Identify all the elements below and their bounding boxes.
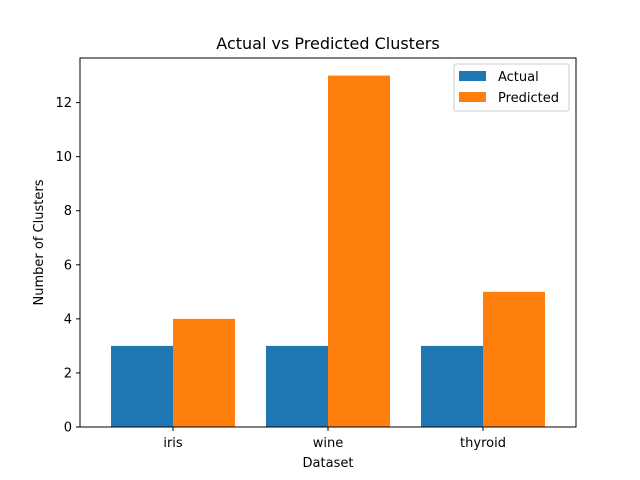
x-axis-ticks: iris wine thyroid [163,427,506,451]
y-tick-label: 6 [64,258,72,273]
x-tick-label: iris [163,436,183,451]
y-axis-label: Number of Clusters [32,179,47,305]
bar-predicted-iris [173,318,235,427]
y-tick-label: 10 [55,150,72,165]
x-tick-label: wine [313,436,343,451]
bar-actual-iris [111,345,173,427]
chart-title: Actual vs Predicted Clusters [216,34,439,53]
legend-swatch-predicted [459,92,486,102]
bar-actual-wine [266,345,328,427]
y-tick-label: 2 [64,366,72,381]
plot-frame [79,57,577,428]
x-axis-label: Dataset [303,456,354,471]
bar-actual-thyroid [421,345,483,427]
bars-layer [111,75,545,428]
legend-swatch-actual [459,71,486,81]
x-tick-label: thyroid [460,436,506,451]
legend-label-actual: Actual [498,70,539,85]
y-axis-ticks: 0 2 4 6 8 10 12 [55,96,80,436]
y-tick-label: 4 [64,312,72,327]
bar-predicted-wine [328,75,390,428]
y-tick-label: 8 [64,204,72,219]
y-tick-label: 12 [55,96,72,111]
legend: Actual Predicted [453,63,570,112]
legend-label-predicted: Predicted [498,91,559,106]
bar-predicted-thyroid [483,291,545,427]
y-tick-label: 0 [64,421,72,436]
